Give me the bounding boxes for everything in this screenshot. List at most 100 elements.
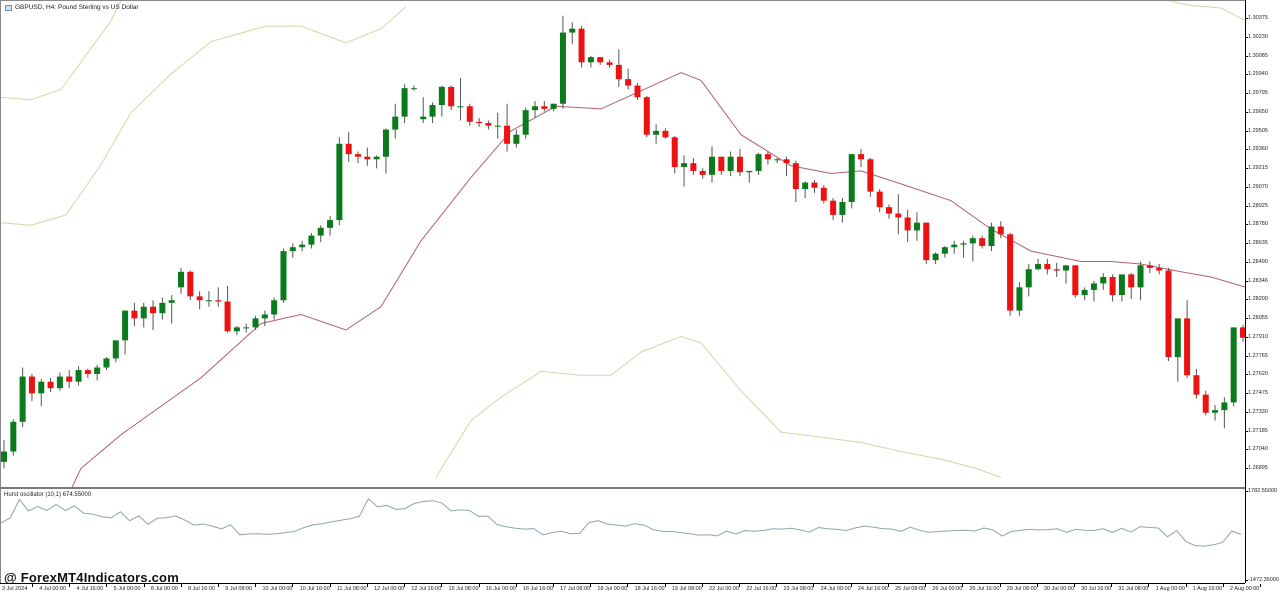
candle bbox=[429, 102, 436, 124]
candle bbox=[205, 291, 212, 307]
price-axis[interactable]: 1.30375 1.30230 1.30085 1.29940 1.29795 1.296… bbox=[1244, 0, 1280, 583]
upper-band-line bbox=[1, 6, 407, 226]
oscillator-pane[interactable]: Hurst oscillator (10,1) 674.55000 bbox=[0, 487, 1245, 583]
candle bbox=[1025, 264, 1032, 297]
candle bbox=[289, 243, 296, 258]
time-tick-label: 30 Jul 00:00 bbox=[1043, 586, 1074, 592]
time-tick bbox=[627, 584, 629, 587]
candle bbox=[1081, 287, 1088, 301]
time-tick-label: 23 Jul 08:00 bbox=[783, 586, 814, 592]
time-tick bbox=[515, 584, 517, 587]
time-tick-label: 12 Jul 16:00 bbox=[411, 586, 442, 592]
candle bbox=[513, 129, 520, 148]
candle bbox=[345, 132, 352, 162]
time-tick bbox=[1111, 584, 1113, 587]
candle bbox=[923, 222, 930, 265]
time-tick-label: 8 Jul 16:00 bbox=[188, 586, 215, 592]
candle bbox=[559, 15, 566, 109]
time-tick bbox=[106, 584, 108, 587]
candle bbox=[336, 137, 343, 226]
price-tick-label: 1.27475 bbox=[1245, 390, 1268, 396]
candle bbox=[243, 323, 250, 333]
time-tick bbox=[1036, 584, 1038, 587]
upper-band-line bbox=[1, 1, 122, 101]
chart-window-icon bbox=[5, 4, 12, 11]
candle bbox=[112, 340, 119, 363]
candle bbox=[103, 357, 110, 371]
candle bbox=[1212, 404, 1219, 421]
candle bbox=[1109, 274, 1116, 302]
time-tick-label: 3 Jul 2024 bbox=[2, 586, 28, 592]
candle bbox=[634, 83, 641, 100]
candle bbox=[1072, 265, 1079, 298]
time-axis[interactable]: 3 Jul 2024 4 Jul 00:00 4 Jul 16:00 5 Jul 00… bbox=[0, 583, 1261, 596]
candle bbox=[280, 248, 287, 303]
candle bbox=[271, 297, 278, 320]
time-tick-label: 4 Jul 16:00 bbox=[76, 586, 104, 592]
candle bbox=[755, 152, 762, 175]
candlestick-chart bbox=[1, 1, 1246, 488]
time-tick bbox=[32, 584, 33, 587]
time-tick-label: 29 Jul 08:00 bbox=[1006, 586, 1037, 592]
candle bbox=[187, 270, 194, 301]
candle bbox=[224, 286, 231, 333]
candle bbox=[597, 57, 604, 65]
candle bbox=[792, 160, 799, 202]
price-tick-label: 1.28346 bbox=[1245, 277, 1268, 284]
candle bbox=[84, 368, 91, 378]
watermark: @ ForexMT4Indicators.com bbox=[4, 570, 179, 585]
candle bbox=[1156, 264, 1163, 275]
candle bbox=[811, 179, 818, 193]
candle bbox=[476, 117, 483, 127]
candle bbox=[75, 366, 82, 386]
candle bbox=[532, 101, 538, 118]
time-tick-label: 30 Jul 16:00 bbox=[1081, 586, 1112, 592]
time-tick-label: 16 Jul 16:00 bbox=[522, 586, 553, 592]
candle bbox=[681, 155, 688, 187]
oscillator-label: Hurst oscillator (10,1) 674.55000 bbox=[4, 492, 92, 498]
time-tick bbox=[1073, 584, 1075, 587]
candle bbox=[1044, 258, 1051, 275]
time-tick bbox=[69, 584, 71, 587]
candle bbox=[150, 300, 157, 330]
time-tick-label: 15 Jul 08:00 bbox=[448, 586, 479, 592]
candle bbox=[662, 128, 669, 139]
candle bbox=[615, 49, 622, 87]
price-tick-label: 1.28490 bbox=[1245, 258, 1268, 265]
chart-title-text: GBPUSD, H4: Pound Sterling vs US Dollar bbox=[15, 4, 139, 11]
candle bbox=[746, 170, 753, 183]
candle bbox=[1053, 262, 1060, 277]
candle bbox=[979, 235, 986, 249]
candle bbox=[317, 225, 324, 243]
candle bbox=[47, 377, 54, 393]
time-tick bbox=[776, 584, 778, 587]
candle bbox=[94, 364, 101, 381]
price-tick-label: 1.29940 bbox=[1245, 71, 1268, 78]
time-tick bbox=[999, 584, 1001, 587]
candle bbox=[401, 84, 408, 124]
candle bbox=[504, 103, 511, 152]
candle bbox=[1137, 261, 1144, 301]
time-tick bbox=[292, 584, 294, 587]
candle bbox=[252, 315, 259, 330]
candle bbox=[457, 77, 464, 121]
candle bbox=[988, 222, 995, 252]
price-tick-label: 1.28780 bbox=[1245, 221, 1268, 228]
candle bbox=[1165, 267, 1172, 362]
time-tick-label: 18 Jul 16:00 bbox=[634, 586, 665, 592]
candle bbox=[56, 372, 63, 391]
candle bbox=[1128, 273, 1135, 299]
time-tick-label: 2 Aug 00:00 bbox=[1230, 586, 1260, 592]
candle bbox=[774, 158, 781, 164]
time-tick bbox=[180, 584, 182, 587]
price-tick-label: 1.26895 bbox=[1245, 465, 1268, 471]
candle bbox=[997, 221, 1004, 239]
price-chart-pane[interactable]: GBPUSD, H4: Pound Sterling vs US Dollar bbox=[0, 0, 1246, 488]
time-tick-label: 18 Jul 00:00 bbox=[597, 586, 628, 592]
time-tick bbox=[1222, 584, 1224, 587]
candle bbox=[1174, 318, 1181, 382]
chart-title: GBPUSD, H4: Pound Sterling vs US Dollar bbox=[5, 4, 139, 11]
candle bbox=[969, 235, 976, 262]
oscillator-min-label: -1472.35000 bbox=[1245, 577, 1279, 583]
time-tick bbox=[404, 584, 406, 587]
